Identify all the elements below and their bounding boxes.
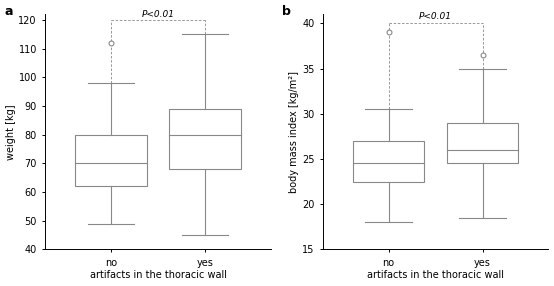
X-axis label: artifacts in the thoracic wall: artifacts in the thoracic wall [90, 271, 227, 281]
Bar [353, 141, 424, 182]
Bar [75, 135, 147, 186]
Text: a: a [4, 5, 13, 18]
Y-axis label: body mass index [kg/m²]: body mass index [kg/m²] [289, 71, 299, 193]
Text: P<0.01: P<0.01 [419, 12, 452, 21]
Text: b: b [282, 5, 291, 18]
Y-axis label: weight [kg]: weight [kg] [6, 104, 16, 160]
Bar [447, 123, 519, 164]
X-axis label: artifacts in the thoracic wall: artifacts in the thoracic wall [367, 271, 504, 281]
Text: P<0.01: P<0.01 [141, 10, 175, 19]
Bar [170, 109, 241, 169]
